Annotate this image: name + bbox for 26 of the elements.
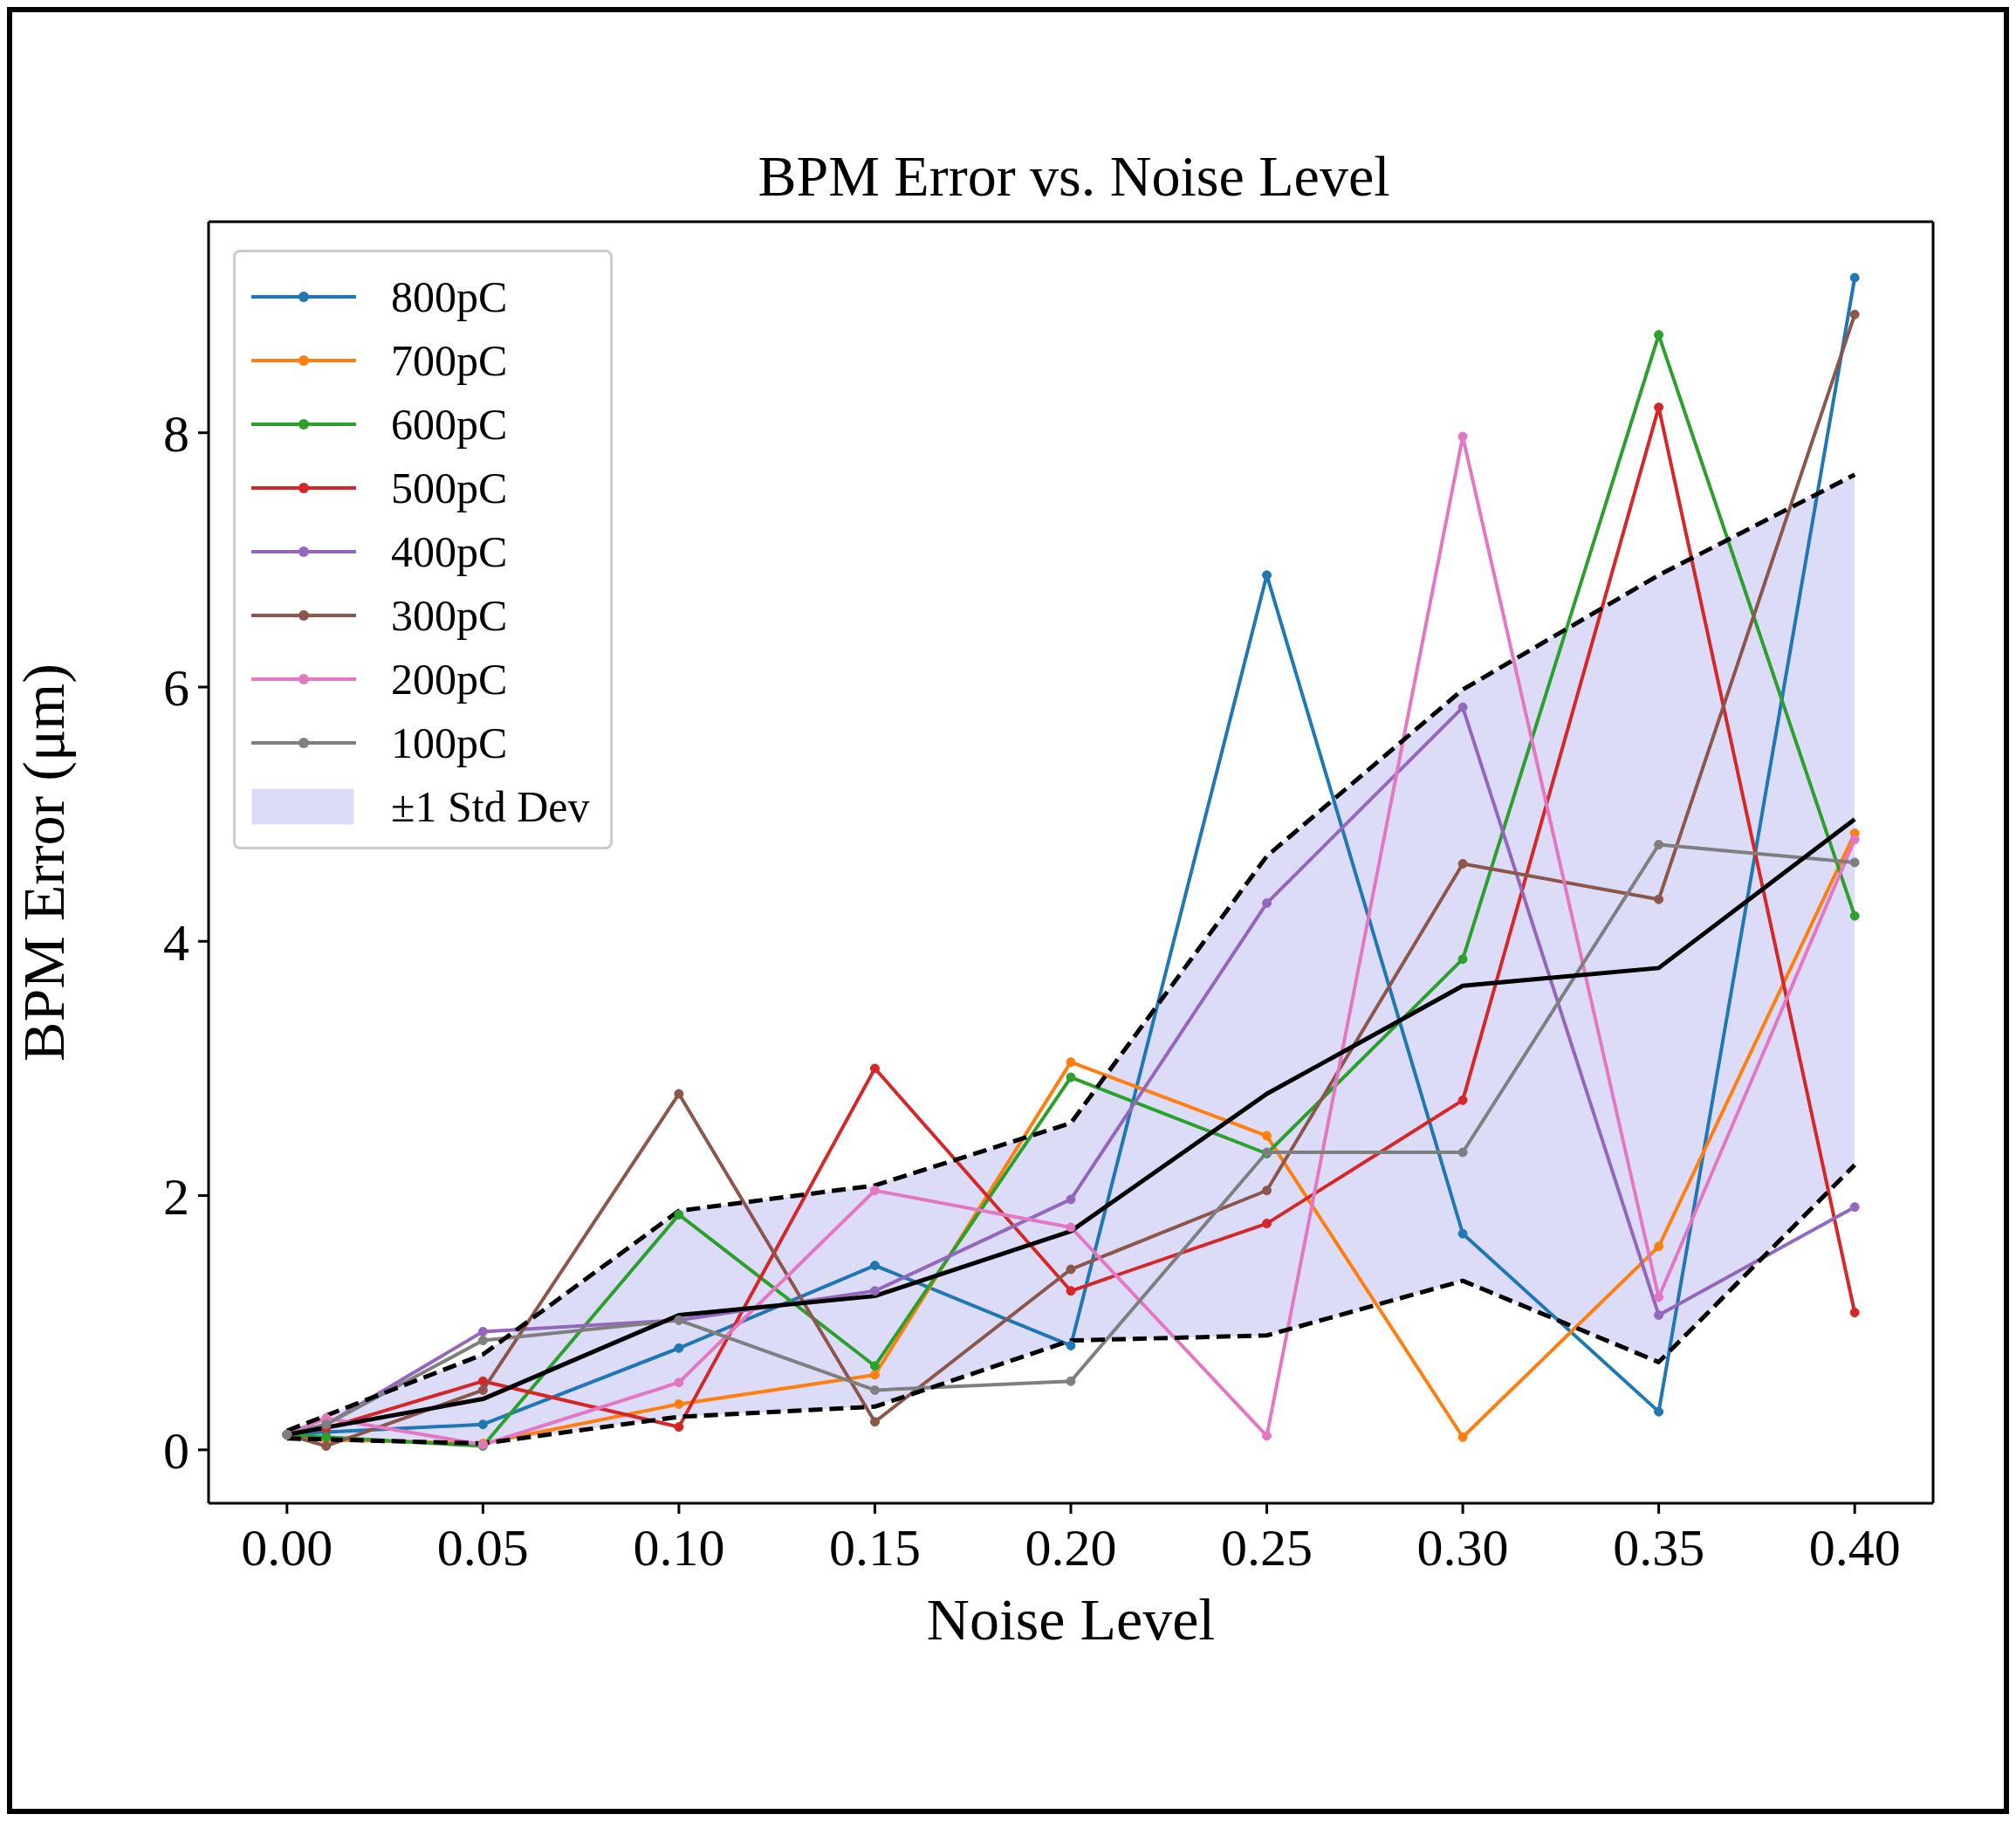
- x-tick-label: 0.05: [436, 1518, 529, 1577]
- chart-title: BPM Error vs. Noise Level: [757, 143, 1391, 210]
- y-tick-label: 2: [163, 1167, 189, 1226]
- y-axis-title: BPM Error (μm): [10, 663, 78, 1062]
- legend-label: 300pC: [391, 589, 508, 641]
- y-tick-label: 6: [163, 659, 189, 718]
- legend-label: 200pC: [391, 653, 508, 704]
- legend-label: 400pC: [391, 526, 508, 577]
- x-tick-label: 0.00: [241, 1518, 333, 1577]
- x-tick-label: 0.25: [1221, 1518, 1313, 1577]
- x-tick-label: 0.10: [633, 1518, 725, 1577]
- legend-label: ±1 Std Dev: [391, 780, 590, 832]
- legend-label: 600pC: [391, 398, 508, 450]
- x-axis-title: Noise Level: [926, 1586, 1216, 1653]
- x-tick-label: 0.20: [1025, 1518, 1117, 1577]
- y-tick-label: 8: [163, 405, 189, 464]
- legend-label: 500pC: [391, 462, 508, 513]
- legend-label: 100pC: [391, 717, 508, 768]
- y-tick-label: 0: [163, 1422, 189, 1481]
- x-tick-label: 0.30: [1416, 1518, 1509, 1577]
- legend-label: 700pC: [391, 334, 508, 386]
- x-tick-label: 0.40: [1808, 1518, 1901, 1577]
- legend-label: 800pC: [391, 271, 508, 322]
- y-tick-label: 4: [163, 913, 189, 972]
- x-tick-label: 0.35: [1613, 1518, 1705, 1577]
- x-tick-label: 0.15: [828, 1518, 921, 1577]
